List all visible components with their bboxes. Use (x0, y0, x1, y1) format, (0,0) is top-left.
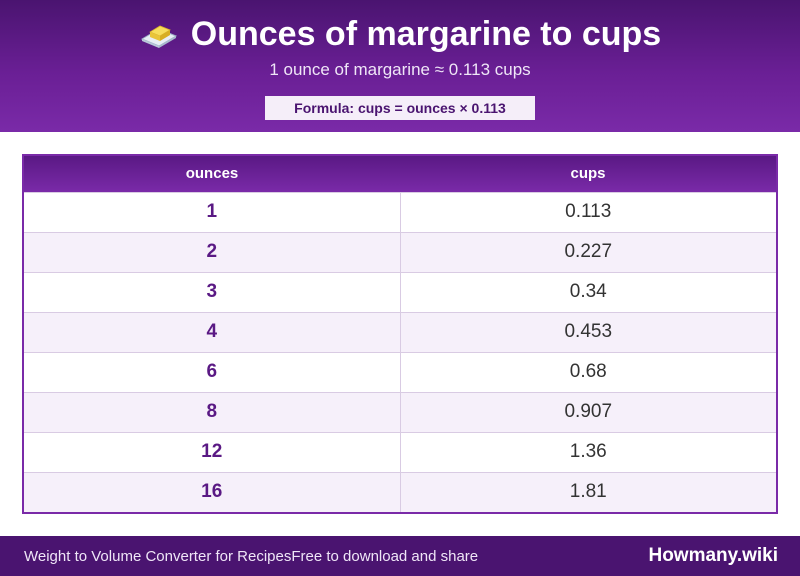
table-row: 8 0.907 (24, 391, 776, 432)
footer-bar: Weight to Volume Converter for RecipesFr… (0, 536, 800, 576)
cups-cell: 0.227 (400, 231, 776, 272)
column-header-cups: cups (570, 165, 606, 183)
ounces-cell: 3 (24, 271, 401, 312)
conversion-subtitle: 1 ounce of margarine ≈ 0.113 cups (269, 60, 531, 79)
butter-icon (139, 19, 179, 49)
formula-badge: Formula: cups = ounces × 0.113 (265, 96, 535, 120)
table-row: 12 1.36 (24, 431, 776, 472)
conversion-table: ounces cups 1 0.113 2 0.227 3 0.34 4 0.4… (22, 154, 778, 514)
cups-cell: 1.36 (400, 431, 776, 472)
ounces-cell: 2 (24, 231, 401, 272)
ounces-cell: 1 (24, 191, 401, 232)
table-row: 16 1.81 (24, 471, 776, 512)
footer-converter-title: Weight to Volume Converter for Recipes (24, 547, 292, 565)
table-header-row: ounces cups (24, 156, 776, 192)
title-row: Ounces of margarine to cups (0, 12, 800, 56)
page-title: Ounces of margarine to cups (190, 15, 662, 53)
table-row: 1 0.113 (24, 191, 776, 232)
ounces-cell: 12 (24, 431, 401, 472)
cups-cell: 0.113 (400, 191, 776, 232)
table-row: 3 0.34 (24, 271, 776, 312)
footer-text: Weight to Volume Converter for RecipesFr… (24, 548, 478, 565)
cups-cell: 0.34 (400, 271, 776, 312)
ounces-cell: 4 (24, 311, 401, 352)
ounces-cell: 16 (24, 471, 401, 512)
brand-logo: Howmany.wiki (648, 545, 778, 566)
cups-cell: 0.453 (400, 311, 776, 352)
cups-cell: 1.81 (400, 471, 776, 512)
table-row: 2 0.227 (24, 231, 776, 272)
table-row: 4 0.453 (24, 311, 776, 352)
cups-cell: 0.907 (400, 391, 776, 432)
table-row: 6 0.68 (24, 351, 776, 392)
ounces-cell: 6 (24, 351, 401, 392)
header-banner: Ounces of margarine to cups 1 ounce of m… (0, 0, 800, 132)
cups-cell: 0.68 (400, 351, 776, 392)
ounces-cell: 8 (24, 391, 401, 432)
column-header-ounces: ounces (185, 165, 239, 183)
footer-share-note: Free to download and share (291, 547, 479, 565)
